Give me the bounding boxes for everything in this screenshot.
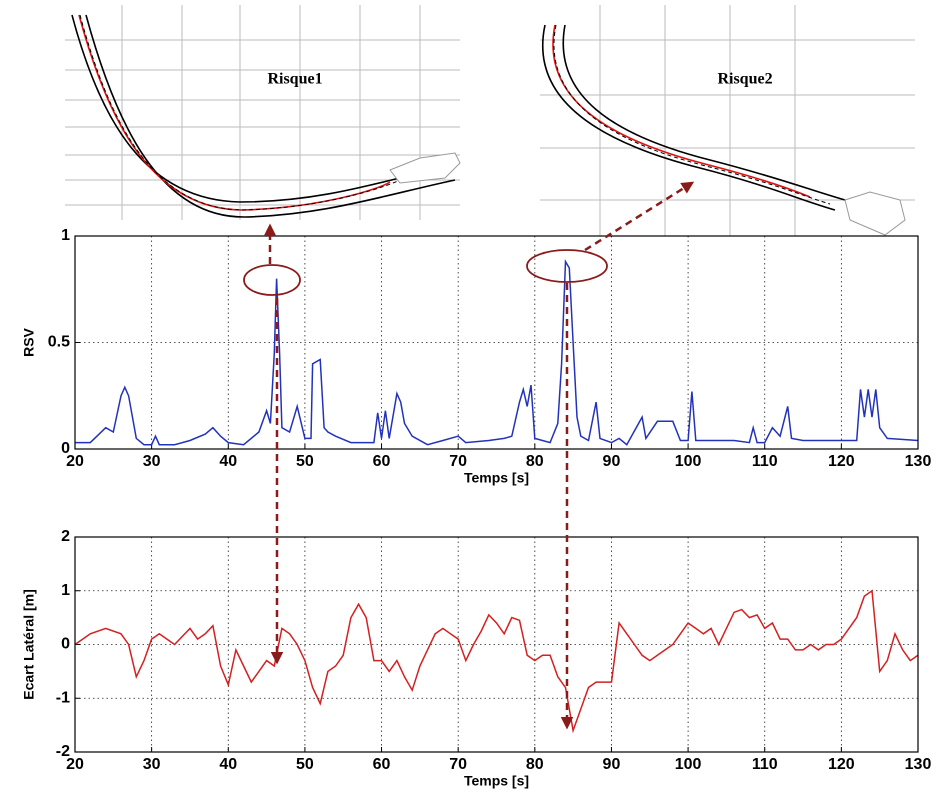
y-tick-label: -1 [56, 689, 70, 706]
y-tick-label: 1 [61, 227, 70, 244]
x-tick-label: 20 [66, 756, 84, 773]
y-tick-label: 0 [61, 440, 70, 457]
x-tick-label: 130 [905, 453, 932, 470]
callouts [243, 181, 695, 730]
x-tick-label: 100 [675, 453, 702, 470]
y-tick-label: -2 [56, 743, 70, 760]
road-inset: Risque2 [535, 0, 920, 240]
x-tick-label: 30 [143, 756, 161, 773]
x-tick-label: 40 [219, 756, 237, 773]
y-axis-title: RSV [21, 327, 37, 356]
road-inset: Risque1 [65, 0, 465, 225]
x-tick-label: 60 [373, 453, 391, 470]
x-tick-label: 50 [296, 453, 314, 470]
x-tick-label: 110 [752, 756, 778, 773]
data-line [75, 259, 919, 446]
data-line [74, 589, 919, 734]
x-tick-label: 100 [675, 756, 702, 773]
x-tick-label: 20 [66, 453, 84, 470]
x-axis-title: Temps [s] [464, 470, 529, 486]
x-tick-label: 50 [296, 756, 314, 773]
x-tick-label: 110 [752, 453, 778, 470]
x-tick-label: 120 [828, 756, 855, 773]
plot-frame [74, 536, 919, 753]
x-tick-label: 120 [828, 453, 855, 470]
plot-frame [74, 235, 919, 450]
x-tick-label: 90 [603, 756, 621, 773]
y-tick-label: 0.5 [48, 334, 70, 351]
y-tick-label: 2 [61, 528, 70, 545]
x-tick-label: 70 [449, 453, 467, 470]
x-tick-label: 30 [143, 453, 161, 470]
annotation: Risque2 [717, 71, 772, 88]
x-tick-label: 130 [905, 756, 932, 773]
x-tick-label: 40 [219, 453, 237, 470]
annotation: Risque1 [267, 71, 322, 88]
x-tick-label: 70 [449, 756, 467, 773]
y-axis-title: Ecart Latéral [m] [21, 589, 37, 699]
x-tick-label: 90 [603, 453, 621, 470]
x-tick-label: 60 [373, 756, 391, 773]
y-tick-label: 1 [61, 582, 70, 599]
x-tick-label: 80 [526, 453, 544, 470]
x-axis-title: Temps [s] [464, 773, 529, 789]
x-tick-label: 80 [526, 756, 544, 773]
y-tick-label: 0 [61, 636, 70, 653]
